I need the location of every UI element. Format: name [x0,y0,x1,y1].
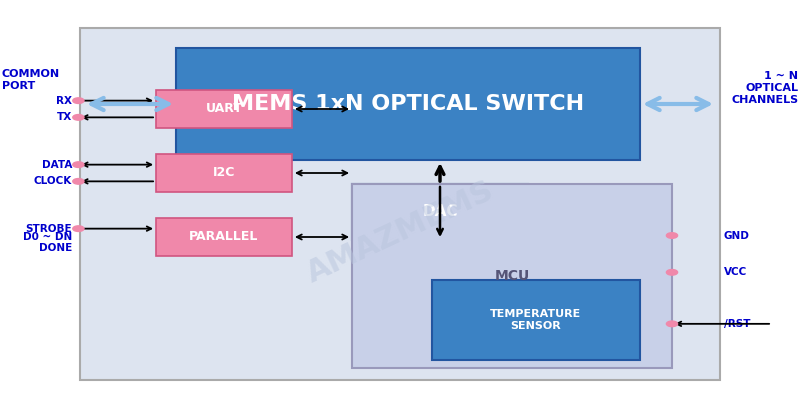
FancyBboxPatch shape [352,184,528,240]
Text: MEMS 1xN OPTICAL SWITCH: MEMS 1xN OPTICAL SWITCH [232,94,584,114]
Circle shape [73,162,84,168]
FancyBboxPatch shape [432,280,640,360]
Circle shape [73,98,84,104]
FancyBboxPatch shape [176,48,640,160]
Text: TEMPERATURE
SENSOR: TEMPERATURE SENSOR [490,309,582,331]
Text: I2C: I2C [213,166,235,180]
Text: /RST: /RST [724,319,750,329]
Circle shape [73,226,84,232]
FancyBboxPatch shape [156,218,292,256]
Text: AMAZMEMS: AMAZMEMS [302,176,498,288]
Text: DAC: DAC [422,204,458,220]
Text: MCU: MCU [494,269,530,283]
Text: GND: GND [724,230,750,240]
FancyBboxPatch shape [352,184,672,368]
Text: TX: TX [57,112,72,122]
Circle shape [73,114,84,120]
Circle shape [73,178,84,184]
FancyBboxPatch shape [156,90,292,128]
Circle shape [666,270,678,275]
FancyBboxPatch shape [80,28,720,380]
Circle shape [666,321,678,327]
Text: DATA: DATA [42,160,72,170]
Text: D0 ~ DN: D0 ~ DN [22,232,72,242]
Text: UART: UART [206,102,242,116]
FancyBboxPatch shape [156,154,292,192]
Text: CLOCK: CLOCK [34,176,72,186]
Text: STROBE: STROBE [26,224,72,234]
Text: 1 ~ N
OPTICAL
CHANNELS: 1 ~ N OPTICAL CHANNELS [731,71,798,105]
Text: RX: RX [56,96,72,106]
Text: DONE: DONE [38,243,72,253]
Text: PARALLEL: PARALLEL [190,230,258,244]
Circle shape [666,233,678,238]
Text: VCC: VCC [724,267,747,277]
Text: COMMON
PORT: COMMON PORT [2,69,60,91]
